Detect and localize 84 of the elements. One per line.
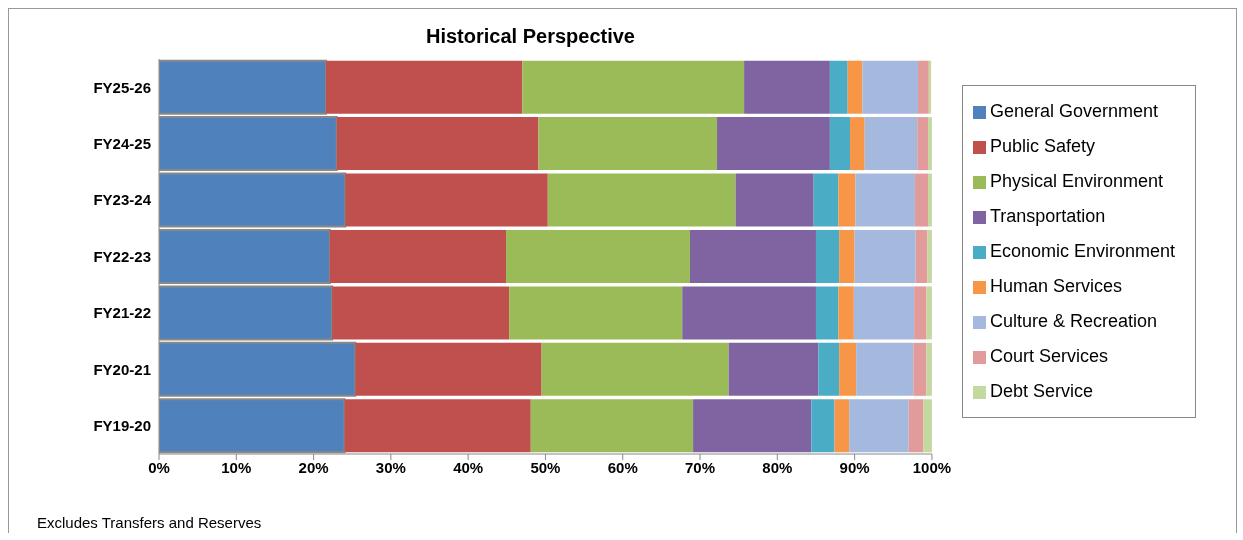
bar: [325, 60, 523, 114]
x-tick-label: 10%: [221, 458, 252, 476]
bar: [538, 117, 718, 171]
text: Excludes Transfers and Reserves: [37, 514, 262, 531]
legend-label: Human Services: [989, 276, 1122, 296]
bar: [329, 229, 507, 283]
chart-title: Historical Perspective: [425, 25, 636, 48]
legend-label: Debt Service: [989, 381, 1093, 401]
bar: [829, 60, 848, 114]
bar: [928, 173, 932, 227]
legend-label: Culture & Recreation: [989, 311, 1157, 331]
bar: [693, 399, 812, 453]
x-tick-label: 70%: [685, 458, 716, 476]
bar: [856, 342, 914, 396]
bar: [908, 399, 924, 453]
bar: [914, 286, 927, 340]
bar: [547, 173, 736, 227]
bar: [839, 342, 857, 396]
bar: [717, 117, 830, 171]
bar: [541, 342, 729, 396]
bar: [928, 117, 932, 171]
x-tick-label: 20%: [298, 458, 329, 476]
legend-label: Economic Environment: [989, 241, 1175, 261]
bar: [345, 173, 548, 227]
legend-label: Transportation: [989, 206, 1106, 226]
y-tick-label: FY23-24: [93, 191, 152, 209]
y-tick-label: FY21-22: [93, 304, 151, 322]
bar: [744, 60, 830, 114]
y-tick-label: FY20-21: [93, 360, 151, 378]
legend-label: Physical Environment: [989, 171, 1163, 191]
y-tick-label: FY22-23: [93, 247, 151, 265]
x-tick-label: 100%: [912, 458, 952, 476]
bar: [853, 286, 915, 340]
bar: [914, 173, 929, 227]
x-tick-label: 60%: [607, 458, 638, 476]
bar: [689, 229, 816, 283]
bar: [849, 399, 909, 453]
bar: [864, 117, 918, 171]
legend-label: Court Services: [989, 346, 1108, 366]
legend-label: Public Safety: [989, 136, 1095, 156]
x-tick-label: 90%: [839, 458, 870, 476]
bar: [682, 286, 816, 340]
bar: [332, 286, 510, 340]
bar: [913, 342, 927, 396]
x-tick-label: 80%: [762, 458, 793, 476]
bar: [915, 229, 928, 283]
bar: [336, 117, 539, 171]
bar: [854, 229, 916, 283]
bar: [847, 60, 863, 114]
x-tick-label: 50%: [530, 458, 561, 476]
bar: [838, 173, 856, 227]
bar: [923, 399, 932, 453]
bar: [811, 399, 835, 453]
bar: [815, 286, 839, 340]
bar: [735, 173, 814, 227]
bar: [815, 229, 840, 283]
x-tick-label: 0%: [148, 458, 170, 476]
legend-label: General Government: [989, 101, 1158, 121]
bar: [834, 399, 850, 453]
bar: [855, 173, 915, 227]
bar: [818, 342, 840, 396]
bar: [917, 60, 929, 114]
bar: [926, 342, 932, 396]
y-tick-label: FY24-25: [93, 134, 151, 152]
bar: [926, 286, 932, 340]
bar: [829, 117, 850, 171]
bar: [509, 286, 683, 340]
bar: [917, 117, 929, 171]
bar: [839, 229, 855, 283]
bar: [813, 173, 839, 227]
bar: [862, 60, 918, 114]
y-tick-label: FY25-26: [93, 78, 151, 96]
bar: [838, 286, 854, 340]
x-tick-label: 40%: [453, 458, 484, 476]
bar: [530, 399, 694, 453]
bar: [506, 229, 690, 283]
bar: [355, 342, 542, 396]
bar: [849, 117, 865, 171]
bar: [728, 342, 819, 396]
bar: [344, 399, 531, 453]
y-tick-label: FY19-20: [93, 417, 151, 435]
x-tick-label: 30%: [375, 458, 406, 476]
bar: [927, 229, 932, 283]
bar: [522, 60, 745, 114]
